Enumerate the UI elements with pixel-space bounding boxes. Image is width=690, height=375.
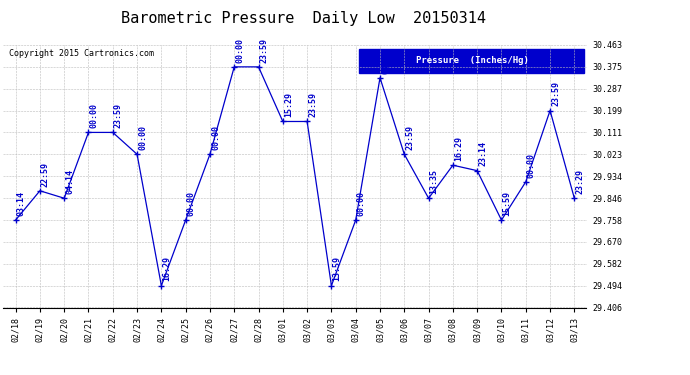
Text: 00:00: 00:00 bbox=[235, 38, 244, 63]
Text: 23:59: 23:59 bbox=[308, 92, 317, 117]
Text: 15:29: 15:29 bbox=[284, 92, 293, 117]
Text: 16:29: 16:29 bbox=[454, 136, 463, 161]
Text: 00:00: 00:00 bbox=[527, 153, 536, 178]
Text: 13:35: 13:35 bbox=[430, 169, 439, 194]
Text: 23:59: 23:59 bbox=[551, 81, 560, 106]
Text: Pressure  (Inches/Hg): Pressure (Inches/Hg) bbox=[416, 56, 529, 65]
Text: 04:14: 04:14 bbox=[66, 169, 75, 194]
Text: 23:29: 23:29 bbox=[575, 169, 584, 194]
Text: 00:00: 00:00 bbox=[90, 103, 99, 128]
Text: 23:59: 23:59 bbox=[114, 103, 123, 128]
Text: 00:00: 00:00 bbox=[138, 125, 147, 150]
FancyBboxPatch shape bbox=[359, 49, 584, 73]
Text: 22:59: 22:59 bbox=[41, 162, 50, 187]
Text: Copyright 2015 Cartronics.com: Copyright 2015 Cartronics.com bbox=[9, 49, 155, 58]
Text: 00:00: 00:00 bbox=[357, 191, 366, 216]
Text: 23:59: 23:59 bbox=[405, 125, 415, 150]
Text: 00:00: 00:00 bbox=[187, 191, 196, 216]
Text: 00:00: 00:00 bbox=[211, 125, 220, 150]
Text: 23:59: 23:59 bbox=[259, 38, 268, 63]
Text: 15:59: 15:59 bbox=[502, 191, 511, 216]
Text: 03:14: 03:14 bbox=[17, 191, 26, 216]
Text: 23:14: 23:14 bbox=[478, 141, 487, 166]
Text: 13:59: 13:59 bbox=[333, 256, 342, 282]
Text: 00:00: 00:00 bbox=[381, 49, 390, 74]
Text: Barometric Pressure  Daily Low  20150314: Barometric Pressure Daily Low 20150314 bbox=[121, 11, 486, 26]
Text: 16:29: 16:29 bbox=[162, 256, 171, 282]
